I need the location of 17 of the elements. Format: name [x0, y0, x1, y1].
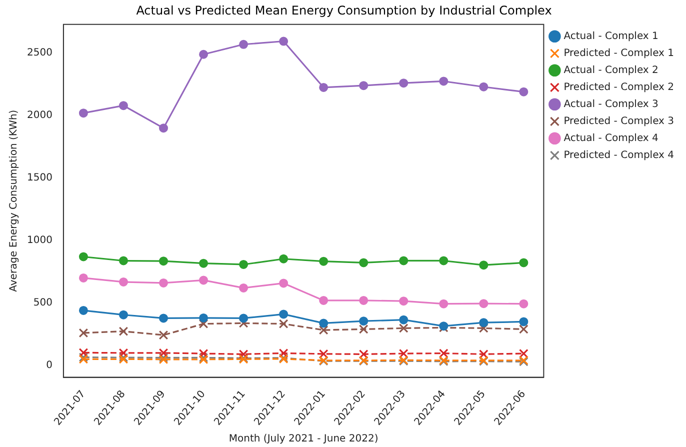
legend-label: Actual - Complex 2: [564, 64, 658, 76]
legend-label: Predicted - Complex 3: [564, 116, 674, 127]
legend-label: Predicted - Complex 2: [564, 82, 674, 93]
y-tick-label: 1500: [26, 172, 52, 184]
y-tick-label: 500: [33, 298, 52, 309]
legend-label: Predicted - Complex 1: [564, 48, 674, 59]
y-tick-label: 0: [46, 360, 52, 372]
legend-label: Actual - Complex 4: [564, 132, 658, 144]
y-tick-label: 2000: [26, 110, 52, 122]
y-tick-label: 1000: [26, 235, 52, 246]
x-axis-title: Month (July 2021 - June 2022): [228, 434, 378, 445]
y-axis-title: Average Energy Consumption (KWh): [8, 110, 20, 292]
legend-label: Actual - Complex 1: [564, 30, 658, 42]
legend-label: Actual - Complex 3: [564, 98, 658, 110]
legend-label: Predicted - Complex 4: [564, 150, 674, 161]
chart-title: Actual vs Predicted Mean Energy Consumption by Industrial Complex: [136, 3, 552, 18]
y-tick-label: 2500: [26, 48, 52, 59]
